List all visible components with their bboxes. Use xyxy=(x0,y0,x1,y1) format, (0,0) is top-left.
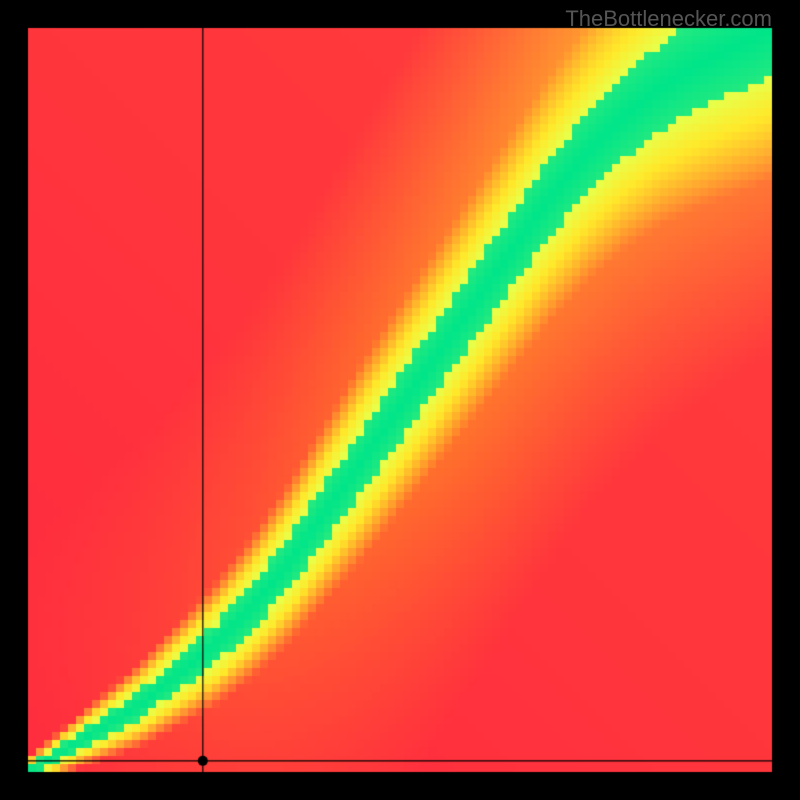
chart-container: TheBottlenecker.com xyxy=(0,0,800,800)
watermark-text: TheBottlenecker.com xyxy=(565,6,772,32)
heatmap-canvas xyxy=(0,0,800,800)
